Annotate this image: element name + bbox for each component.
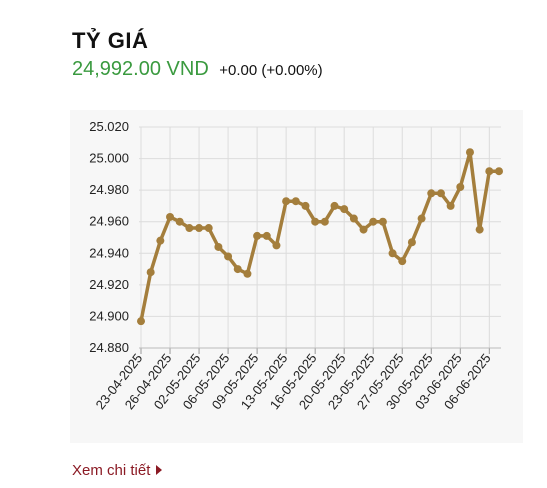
view-details-label: Xem chi tiết (72, 462, 151, 479)
data-point (253, 231, 262, 240)
data-point (456, 182, 465, 191)
data-point (495, 167, 503, 176)
data-point (388, 249, 397, 258)
data-point (282, 197, 291, 206)
data-point (291, 197, 300, 206)
data-point (233, 265, 242, 274)
data-point (185, 224, 194, 233)
caret-right-icon (156, 465, 163, 476)
price-row: 24,992.00 VND +0.00 (+0.00%) (72, 58, 323, 81)
data-point (262, 231, 271, 240)
y-tick-label: 24.980 (89, 182, 129, 197)
y-tick-label: 25.020 (89, 119, 129, 134)
chart-panel: 25.020 25.000 24.980 24.960 24.940 24.920 24.9… (70, 110, 523, 443)
data-point (359, 225, 368, 234)
data-point (146, 268, 155, 277)
data-point (204, 224, 213, 233)
y-tick-label: 24.940 (89, 245, 129, 260)
data-point (436, 189, 445, 198)
data-point (320, 217, 329, 226)
data-point (156, 236, 165, 245)
data-point (224, 252, 233, 261)
data-point (475, 225, 484, 234)
data-point (378, 217, 387, 226)
data-point (427, 189, 436, 198)
y-tick-label: 24.960 (89, 214, 129, 229)
page-title: TỶ GIÁ (72, 28, 149, 53)
data-point (214, 242, 223, 251)
y-tick-label: 24.900 (89, 308, 129, 323)
data-point (195, 224, 204, 233)
view-details-link[interactable]: Xem chi tiết (72, 462, 163, 479)
data-point (417, 214, 426, 223)
data-point (243, 269, 252, 278)
data-point (485, 167, 494, 176)
data-point (340, 205, 349, 214)
data-point (175, 217, 184, 226)
data-point (446, 201, 455, 210)
data-point (349, 214, 358, 223)
data-point (301, 201, 310, 210)
data-point (407, 238, 416, 247)
data-point (398, 257, 407, 266)
series-line (139, 150, 501, 323)
data-point (465, 148, 474, 157)
rate-change: +0.00 (+0.00%) (219, 62, 323, 79)
data-point (330, 201, 339, 210)
current-rate: 24,992.00 VND (72, 58, 209, 80)
data-point (272, 241, 281, 250)
data-point (369, 217, 378, 226)
y-tick-label: 25.000 (89, 151, 129, 166)
data-point (166, 212, 175, 221)
y-tick-label: 24.920 (89, 277, 129, 292)
data-point (311, 217, 320, 226)
exchange-rate-chart: 25.020 25.000 24.980 24.960 24.940 24.920 24.9… (89, 119, 503, 412)
y-tick-label: 24.880 (89, 340, 129, 355)
data-point (137, 317, 145, 326)
